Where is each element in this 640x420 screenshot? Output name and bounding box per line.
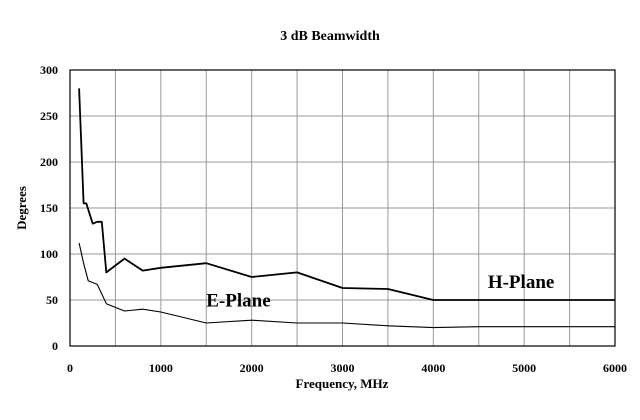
x-tick-label: 6000 [603, 361, 627, 375]
series-line-e-plane [78, 242, 615, 329]
y-axis-title: Degrees [14, 186, 29, 230]
x-tick-label: 0 [67, 361, 73, 375]
tick-labels: 0 1000 2000 3000 4000 5000 6000 0 50 100 150 200 250… [40, 63, 627, 375]
annotation-h-plane: H-Plane [488, 272, 555, 293]
x-tick-label: 2000 [240, 361, 264, 375]
annotation-e-plane: E-Plane [206, 290, 270, 311]
chart-title: 3 dB Beamwidth [280, 29, 380, 44]
grid-lines [70, 70, 615, 346]
plot-frame [69, 69, 616, 347]
y-tick-label: 100 [40, 247, 58, 261]
x-tick-label: 1000 [149, 361, 173, 375]
y-tick-label: 300 [40, 63, 58, 77]
y-tick-label: 50 [46, 293, 58, 307]
x-tick-label: 4000 [421, 361, 445, 375]
y-tick-label: 0 [52, 339, 58, 353]
x-axis-title: Frequency, MHz [296, 376, 389, 391]
x-tick-label: 3000 [331, 361, 355, 375]
y-tick-label: 200 [40, 155, 58, 169]
y-tick-label: 150 [40, 201, 58, 215]
annotations: E-Plane H-Plane [206, 272, 554, 311]
y-tick-label: 250 [40, 109, 58, 123]
series-line-h-plane [78, 88, 615, 301]
series-group [78, 88, 615, 329]
x-tick-label: 5000 [512, 361, 536, 375]
